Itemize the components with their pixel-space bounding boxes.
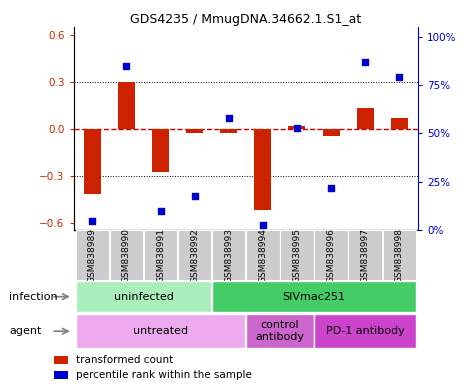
- Bar: [254, 129, 271, 210]
- Bar: [212, 281, 416, 312]
- Text: uninfected: uninfected: [114, 291, 173, 302]
- Text: transformed count: transformed count: [76, 355, 173, 365]
- Bar: [54, 371, 68, 379]
- Text: control
antibody: control antibody: [256, 320, 304, 342]
- Text: SIVmac251: SIVmac251: [283, 291, 345, 302]
- Text: agent: agent: [10, 326, 42, 336]
- Point: [191, 192, 199, 199]
- Bar: [323, 129, 340, 136]
- Text: GSM838991: GSM838991: [156, 228, 165, 283]
- Bar: [178, 230, 211, 280]
- Bar: [246, 314, 314, 348]
- Bar: [186, 129, 203, 133]
- Point: [327, 185, 335, 191]
- Text: GSM838992: GSM838992: [190, 228, 199, 283]
- Bar: [391, 118, 408, 129]
- Text: untreated: untreated: [133, 326, 188, 336]
- Point: [293, 124, 301, 131]
- Bar: [280, 230, 314, 280]
- Point: [123, 63, 130, 69]
- Bar: [144, 230, 177, 280]
- Text: infection: infection: [10, 291, 58, 302]
- Bar: [152, 129, 169, 172]
- Bar: [357, 108, 374, 129]
- Point: [396, 74, 403, 80]
- Text: GSM838995: GSM838995: [293, 228, 302, 283]
- Text: GSM838993: GSM838993: [224, 228, 233, 283]
- Text: percentile rank within the sample: percentile rank within the sample: [76, 370, 252, 380]
- Bar: [110, 230, 143, 280]
- Point: [259, 222, 266, 228]
- Text: GSM838989: GSM838989: [88, 228, 97, 283]
- Point: [157, 208, 164, 214]
- Bar: [118, 82, 135, 129]
- Point: [361, 59, 369, 65]
- Bar: [382, 230, 416, 280]
- Text: GSM838990: GSM838990: [122, 228, 131, 283]
- Bar: [76, 281, 211, 312]
- Bar: [212, 230, 246, 280]
- Bar: [314, 314, 416, 348]
- Text: PD-1 antibody: PD-1 antibody: [326, 326, 405, 336]
- Bar: [314, 230, 348, 280]
- Bar: [246, 230, 280, 280]
- Bar: [349, 230, 382, 280]
- Bar: [54, 356, 68, 364]
- Text: GSM838994: GSM838994: [258, 228, 267, 283]
- Bar: [288, 126, 305, 129]
- Bar: [76, 230, 109, 280]
- Text: GSM838996: GSM838996: [326, 228, 335, 283]
- Bar: [76, 314, 246, 348]
- Title: GDS4235 / MmugDNA.34662.1.S1_at: GDS4235 / MmugDNA.34662.1.S1_at: [130, 13, 361, 26]
- Text: GSM838998: GSM838998: [395, 228, 404, 283]
- Bar: [220, 129, 238, 133]
- Text: GSM838997: GSM838997: [361, 228, 370, 283]
- Bar: [84, 129, 101, 194]
- Point: [225, 115, 233, 121]
- Point: [88, 218, 96, 224]
